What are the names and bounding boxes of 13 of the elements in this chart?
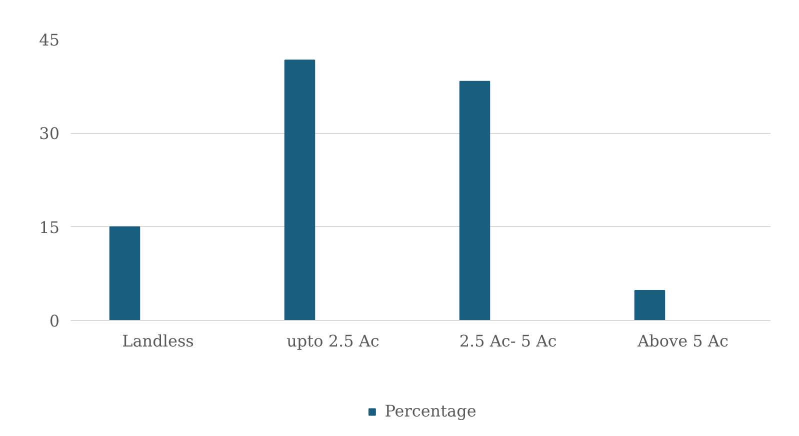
legend-label: Percentage — [384, 402, 476, 420]
x-tick-label: Above 5 Ac — [636, 332, 728, 350]
y-tick-label: 15 — [39, 218, 60, 237]
bar — [634, 290, 666, 320]
bar — [284, 60, 316, 320]
y-tick-label: 45 — [39, 30, 60, 50]
bar — [459, 80, 490, 320]
x-tick-label: upto 2.5 Ac — [286, 332, 380, 350]
y-tick-label: 30 — [39, 124, 60, 144]
x-tick-label: Landless — [122, 332, 194, 350]
x-tick-label: 2.5 Ac- 5 Ac — [459, 332, 557, 350]
y-tick-label: 0 — [49, 312, 60, 330]
bar — [109, 226, 140, 320]
